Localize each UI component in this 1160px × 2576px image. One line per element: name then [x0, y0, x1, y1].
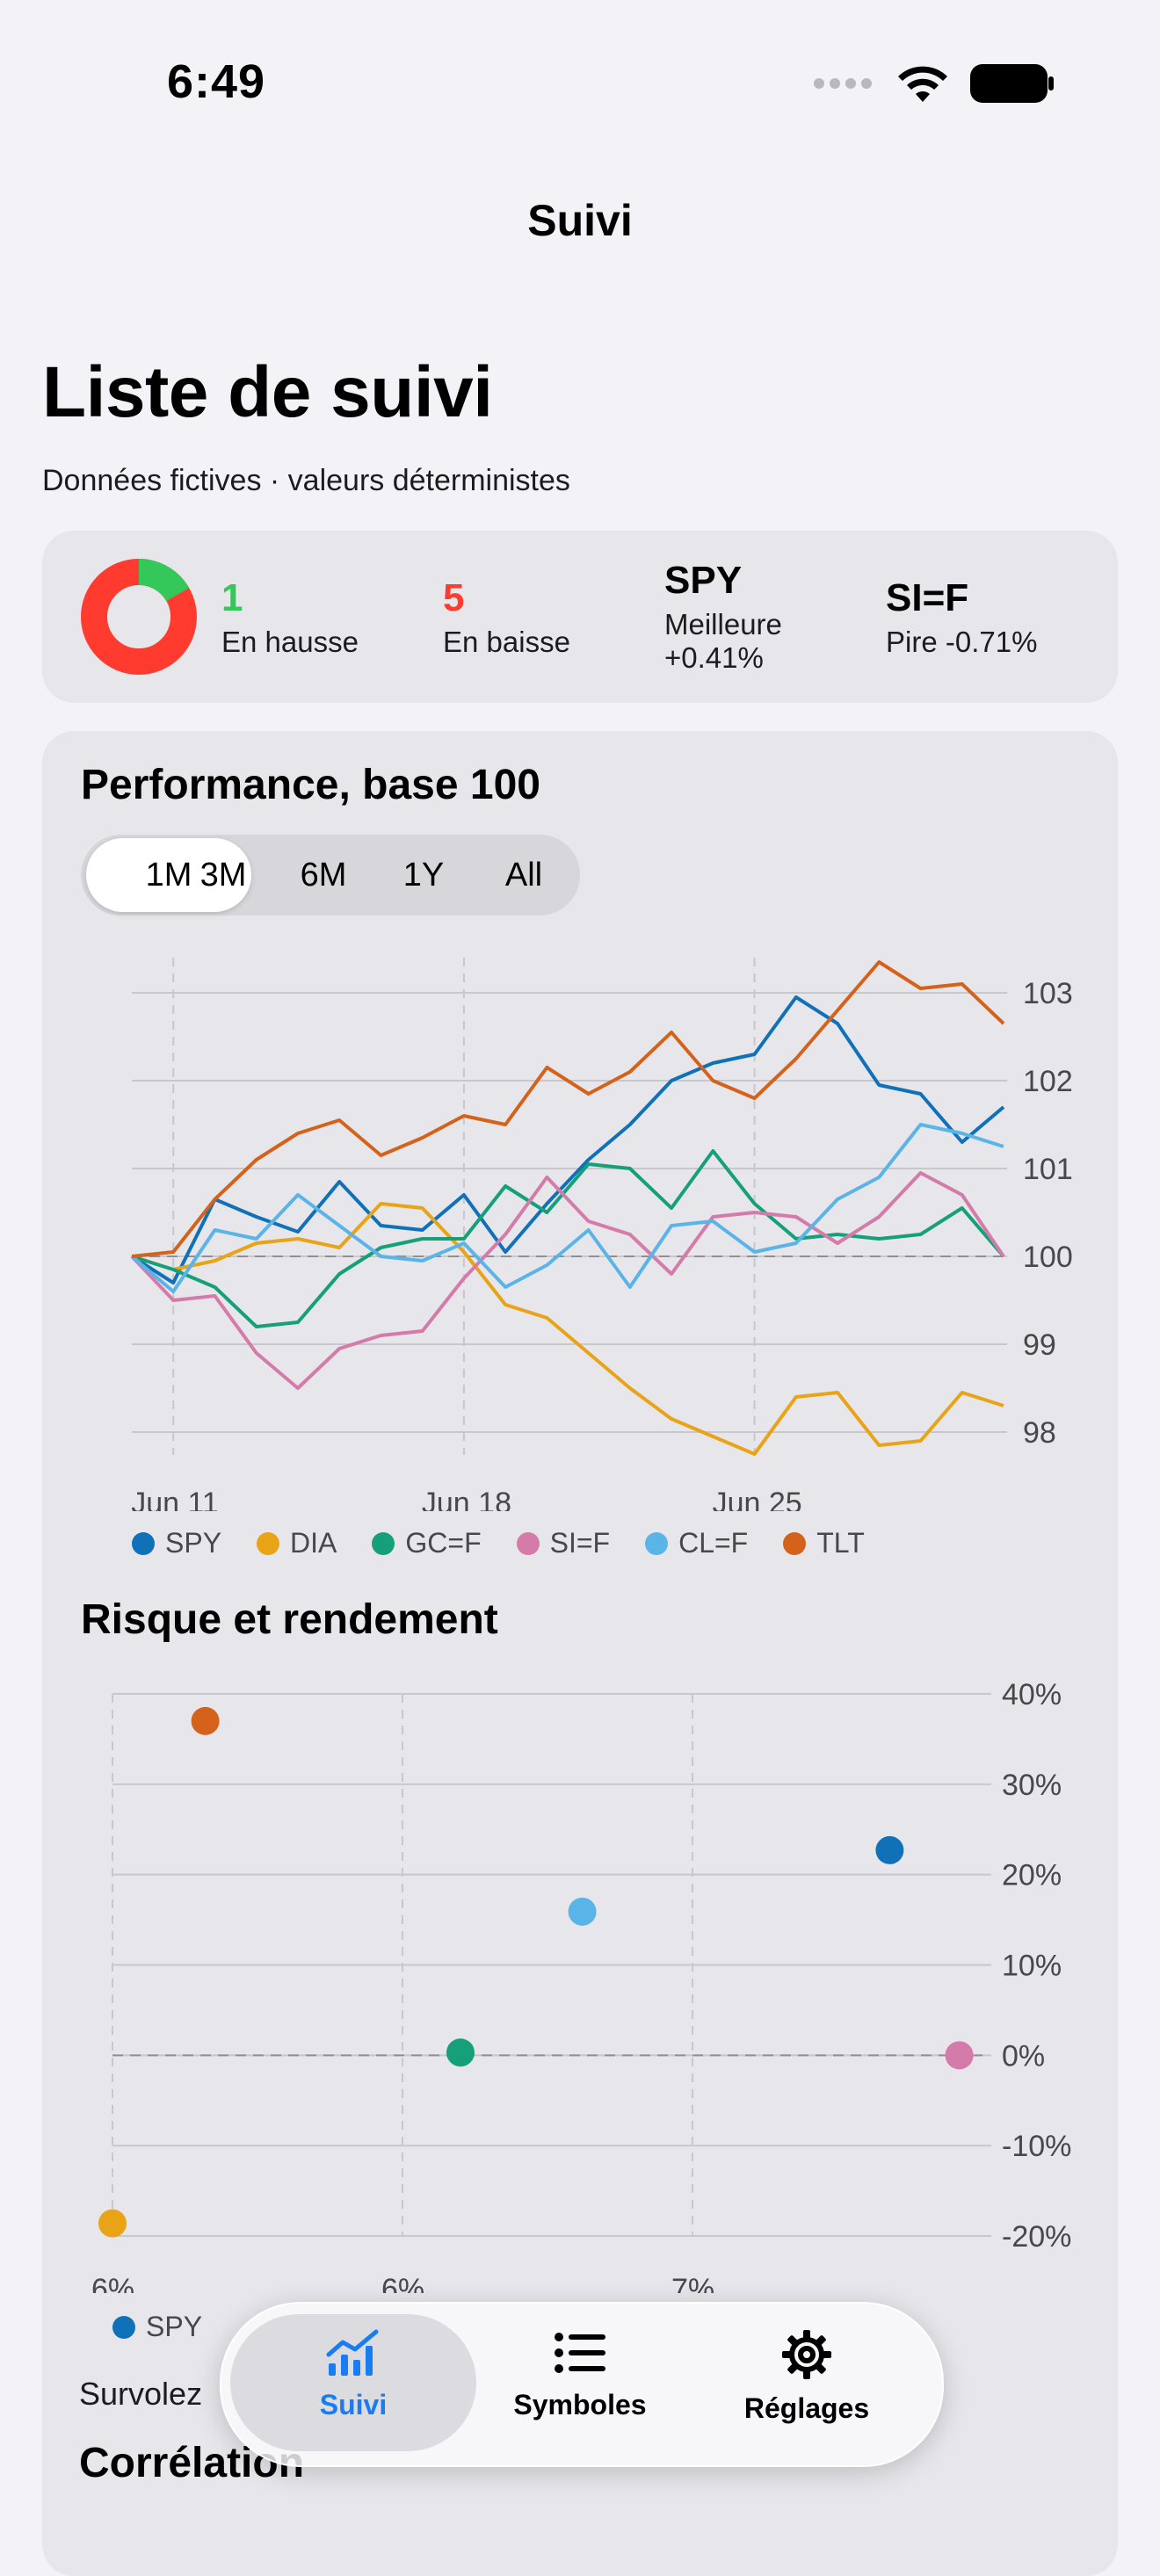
- legend-item: SI=F: [516, 1527, 611, 1559]
- legend-label: SPY: [146, 2311, 203, 2342]
- risk-return-scatter[interactable]: 40% 30% 20% 10% 0% -10% -20% 6% 6% 7%: [0, 1661, 1160, 2293]
- series-line-spy[interactable]: [130, 995, 1005, 1284]
- y-tick-label: 0%: [1002, 2039, 1045, 2073]
- best-symbol: SPY: [664, 559, 743, 602]
- tab-reglages[interactable]: Réglages: [692, 2328, 921, 2425]
- risk-legend: SPY: [112, 2311, 221, 2343]
- point-dia[interactable]: [98, 2209, 127, 2238]
- range-1y[interactable]: 1Y: [402, 857, 445, 894]
- series-line-gcf[interactable]: [131, 1149, 1005, 1328]
- performance-legend: SPY DIA GC=F SI=F CL=F TLT: [132, 1527, 884, 1559]
- range-3m[interactable]: 3M: [199, 857, 247, 894]
- y-tick-label: 10%: [1002, 1950, 1062, 1983]
- legend-label: DIA: [290, 1527, 337, 1559]
- legend-dot: [257, 1531, 280, 1555]
- donut-up-segment: [81, 559, 197, 675]
- tab-symboles-label: Symboles: [513, 2389, 647, 2420]
- point-spy[interactable]: [875, 1835, 904, 1864]
- tab-active-indicator: [230, 2314, 476, 2451]
- legend-label: TLT: [816, 1527, 865, 1559]
- point-tlt[interactable]: [191, 1706, 220, 1735]
- y-tick-label: 100: [1023, 1241, 1073, 1274]
- y-tick-label: 99: [1023, 1328, 1056, 1362]
- down-count: 5: [443, 576, 465, 619]
- y-tick-label: 30%: [1002, 1769, 1062, 1802]
- range-1m[interactable]: 1M: [86, 838, 251, 912]
- y-tick-label: 103: [1023, 977, 1073, 1010]
- x-tick-label: Jun 18: [422, 1487, 511, 1511]
- x-tick-label: 6%: [381, 2273, 424, 2293]
- point-clf[interactable]: [568, 1897, 597, 1926]
- y-tick-label: 40%: [1002, 1678, 1062, 1711]
- worst-label: Pire -0.71%: [886, 626, 1038, 658]
- y-tick-label: 98: [1023, 1416, 1056, 1450]
- point-gcf[interactable]: [446, 2038, 475, 2067]
- status-time: 6:49: [167, 55, 266, 108]
- chart-icon: [326, 2329, 379, 2376]
- legend-dot: [783, 1531, 807, 1555]
- nav-title: Suivi: [527, 196, 633, 245]
- x-tick-label: Jun 25: [713, 1487, 802, 1511]
- down-label: En baisse: [443, 626, 570, 658]
- legend-item: DIA: [257, 1527, 337, 1559]
- legend-dot: [645, 1531, 669, 1555]
- wifi-icon: [898, 66, 947, 102]
- up-down-donut: [81, 559, 197, 675]
- charts-card: [42, 731, 1118, 2576]
- legend-item: SPY: [112, 2311, 202, 2343]
- page-title: Liste de suivi: [42, 352, 493, 432]
- best-value: +0.41%: [664, 641, 764, 674]
- legend-label: GC=F: [405, 1527, 482, 1559]
- legend-item: CL=F: [645, 1527, 748, 1559]
- series-line-dia[interactable]: [131, 1202, 1004, 1456]
- gear-icon: [782, 2330, 831, 2379]
- up-label: En hausse: [221, 626, 359, 658]
- legend-item: GC=F: [372, 1527, 482, 1559]
- tab-suivi[interactable]: Suivi: [239, 2328, 468, 2421]
- y-tick-label: 20%: [1002, 1859, 1062, 1892]
- tab-symboles[interactable]: Symboles: [466, 2328, 694, 2421]
- range-selector: 1M: [81, 835, 580, 915]
- legend-dot: [372, 1531, 395, 1555]
- legend-label: SPY: [165, 1527, 222, 1559]
- x-tick-label: Jun 11: [131, 1487, 219, 1511]
- legend-dot: [112, 2315, 135, 2339]
- performance-title: Performance, base 100: [81, 762, 540, 808]
- point-sif[interactable]: [945, 2041, 974, 2070]
- range-all[interactable]: All: [504, 857, 543, 894]
- series-line-tlt[interactable]: [131, 960, 1005, 1258]
- legend-dot: [132, 1531, 155, 1555]
- range-labels: 3M 6M 1Y All: [81, 835, 580, 915]
- y-tick-label: -20%: [1002, 2220, 1071, 2254]
- status-icons: [814, 63, 1055, 104]
- hover-hint: Survolez: [79, 2376, 203, 2412]
- tab-suivi-label: Suivi: [319, 2389, 388, 2420]
- y-tick-label: 101: [1023, 1153, 1073, 1186]
- list-icon: [555, 2333, 605, 2373]
- y-tick-label: 102: [1023, 1065, 1073, 1098]
- series-line-clf[interactable]: [130, 1123, 1004, 1293]
- legend-label: SI=F: [549, 1527, 611, 1559]
- legend-item: SPY: [132, 1527, 221, 1559]
- legend-dot: [516, 1531, 540, 1555]
- summary-card: 1 En hausse 5 En baisse SPY Meilleure +0…: [42, 531, 1118, 703]
- performance-line-chart[interactable]: 98 99 100 101 102 103 Jun 11 Jun 18 Jun 25: [0, 931, 1160, 1511]
- range-6m[interactable]: 6M: [300, 857, 347, 894]
- tab-reglages-label: Réglages: [743, 2392, 870, 2424]
- best-label: Meilleure: [664, 608, 782, 640]
- legend-item: TLT: [783, 1527, 865, 1559]
- up-count: 1: [221, 576, 243, 619]
- worst-symbol: SI=F: [886, 576, 969, 619]
- x-tick-label: 6%: [91, 2273, 134, 2293]
- x-tick-label: 7%: [671, 2273, 714, 2293]
- risk-title: Risque et rendement: [81, 1596, 498, 1643]
- y-tick-label: -10%: [1002, 2130, 1071, 2163]
- series-line-sif[interactable]: [130, 1171, 1005, 1390]
- signal-icon: [814, 78, 872, 89]
- page-subtitle: Données fictives · valeurs déterministes: [42, 464, 570, 497]
- battery-icon: [970, 64, 1054, 103]
- legend-label: CL=F: [678, 1527, 749, 1559]
